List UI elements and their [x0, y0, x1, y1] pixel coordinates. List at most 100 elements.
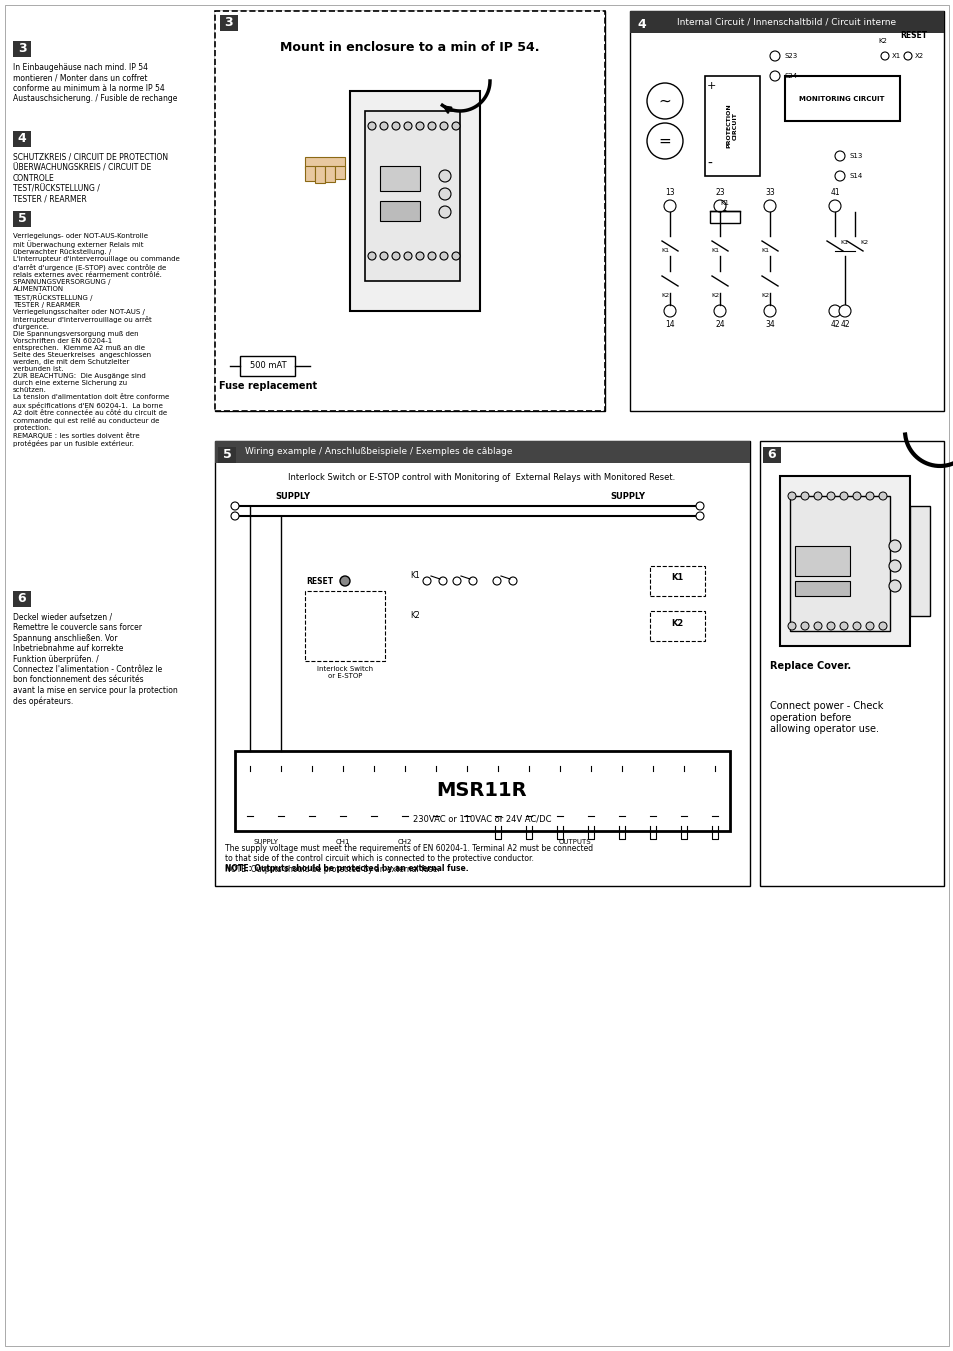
- Circle shape: [696, 512, 703, 520]
- Text: K1: K1: [710, 249, 719, 253]
- Circle shape: [452, 122, 459, 130]
- Circle shape: [713, 200, 725, 212]
- Text: A1: A1: [246, 757, 254, 761]
- Bar: [709, 211, 740, 223]
- Bar: [13, 131, 30, 147]
- Text: 5: 5: [17, 212, 27, 226]
- Circle shape: [696, 503, 703, 509]
- Bar: [633, 18, 650, 32]
- Bar: [305, 166, 314, 181]
- Circle shape: [438, 170, 451, 182]
- Text: K2: K2: [410, 612, 419, 620]
- Circle shape: [339, 576, 350, 586]
- Text: S23: S23: [784, 53, 798, 59]
- Text: X2: X2: [914, 53, 923, 59]
- Circle shape: [852, 492, 861, 500]
- Circle shape: [840, 621, 847, 630]
- Text: OUTPUTS: OUTPUTS: [558, 839, 591, 844]
- Text: 41: 41: [829, 188, 839, 197]
- Circle shape: [663, 305, 676, 317]
- Bar: [704, 76, 760, 176]
- Bar: [13, 41, 30, 57]
- Text: SUPPLY: SUPPLY: [609, 492, 644, 501]
- Circle shape: [865, 492, 873, 500]
- Text: 13: 13: [664, 188, 674, 197]
- Text: 4: 4: [637, 19, 646, 31]
- Circle shape: [403, 253, 412, 259]
- Circle shape: [769, 72, 780, 81]
- Circle shape: [392, 253, 399, 259]
- Text: =: =: [658, 134, 671, 149]
- Circle shape: [439, 122, 448, 130]
- Text: 41: 41: [679, 757, 687, 761]
- Text: Verriegelungs- oder NOT-AUS-Kontrolle
mit Überwachung externer Relais mit
überwa: Verriegelungs- oder NOT-AUS-Kontrolle mi…: [13, 232, 179, 447]
- Text: MSR11R: MSR11R: [436, 781, 527, 801]
- Circle shape: [713, 305, 725, 317]
- Text: S23: S23: [367, 757, 380, 761]
- Circle shape: [801, 621, 808, 630]
- Text: NOTE: Outputs should be protected by an external fuse.: NOTE: Outputs should be protected by an …: [225, 865, 468, 873]
- Text: +: +: [706, 81, 716, 91]
- Text: S13: S13: [305, 757, 318, 761]
- Text: 230VAC or 110VAC or 24V AC/DC: 230VAC or 110VAC or 24V AC/DC: [413, 815, 551, 823]
- Text: 33: 33: [617, 757, 625, 761]
- Text: 42: 42: [829, 320, 839, 330]
- Circle shape: [231, 512, 239, 520]
- Text: K2: K2: [670, 619, 682, 627]
- Text: ~: ~: [658, 93, 671, 108]
- Circle shape: [509, 577, 517, 585]
- Text: SCHUTZKREIS / CIRCUIT DE PROTECTION
ÜBERWACHUNGSKREIS / CIRCUIT DE
CONTROLE
TEST: SCHUTZKREIS / CIRCUIT DE PROTECTION ÜBER…: [13, 153, 168, 204]
- Text: 4: 4: [17, 132, 27, 146]
- Text: S24: S24: [784, 73, 798, 78]
- Text: K1: K1: [410, 571, 419, 581]
- Bar: [240, 357, 294, 376]
- Circle shape: [787, 492, 795, 500]
- Text: 14: 14: [664, 320, 674, 330]
- Text: K2: K2: [760, 293, 768, 299]
- Circle shape: [852, 621, 861, 630]
- Text: SUPPLY: SUPPLY: [253, 839, 278, 844]
- Text: 3: 3: [18, 42, 27, 55]
- Bar: [220, 15, 237, 31]
- Text: K1: K1: [660, 249, 668, 253]
- Circle shape: [787, 621, 795, 630]
- Text: S13: S13: [849, 153, 862, 159]
- Circle shape: [379, 253, 388, 259]
- Bar: [350, 91, 479, 311]
- Bar: [649, 566, 704, 596]
- Text: X1: X1: [891, 53, 901, 59]
- Text: Connect power - Check
operation before
allowing operator use.: Connect power - Check operation before a…: [769, 701, 882, 734]
- Circle shape: [453, 577, 460, 585]
- Text: A2: A2: [276, 757, 286, 761]
- Text: X1: X1: [431, 757, 440, 761]
- Bar: [365, 111, 459, 281]
- Bar: [13, 590, 30, 607]
- Text: 34: 34: [648, 757, 657, 761]
- Text: 42: 42: [709, 757, 719, 761]
- Circle shape: [888, 561, 900, 571]
- Text: Deckel wieder aufsetzen /
Remettre le couvercle sans forcer
Spannung anschließen: Deckel wieder aufsetzen / Remettre le co…: [13, 613, 177, 705]
- Circle shape: [469, 577, 476, 585]
- Text: K1: K1: [760, 249, 768, 253]
- Text: 42: 42: [840, 320, 849, 330]
- Text: 5: 5: [222, 449, 232, 462]
- Bar: [13, 211, 30, 227]
- Bar: [214, 11, 604, 411]
- Circle shape: [646, 123, 682, 159]
- Circle shape: [880, 51, 888, 59]
- Text: 24: 24: [715, 320, 724, 330]
- Text: Wiring example / Anschlußbeispiele / Exemples de câblage: Wiring example / Anschlußbeispiele / Exe…: [245, 447, 512, 457]
- Text: In Einbaugehäuse nach mind. IP 54
montieren / Monter dans un coffret
conforme au: In Einbaugehäuse nach mind. IP 54 montie…: [13, 63, 177, 103]
- Circle shape: [438, 577, 447, 585]
- Circle shape: [439, 253, 448, 259]
- Text: K2: K2: [660, 293, 668, 299]
- Circle shape: [368, 253, 375, 259]
- Bar: [379, 201, 419, 222]
- Bar: [214, 440, 749, 463]
- Text: The supply voltage must meet the requirements of EN 60204-1. Terminal A2 must be: The supply voltage must meet the require…: [225, 844, 593, 874]
- Bar: [218, 447, 235, 463]
- Text: K2: K2: [859, 240, 867, 246]
- Text: -: -: [706, 157, 711, 172]
- Circle shape: [826, 492, 834, 500]
- Text: MONITORING CIRCUIT: MONITORING CIRCUIT: [799, 96, 883, 101]
